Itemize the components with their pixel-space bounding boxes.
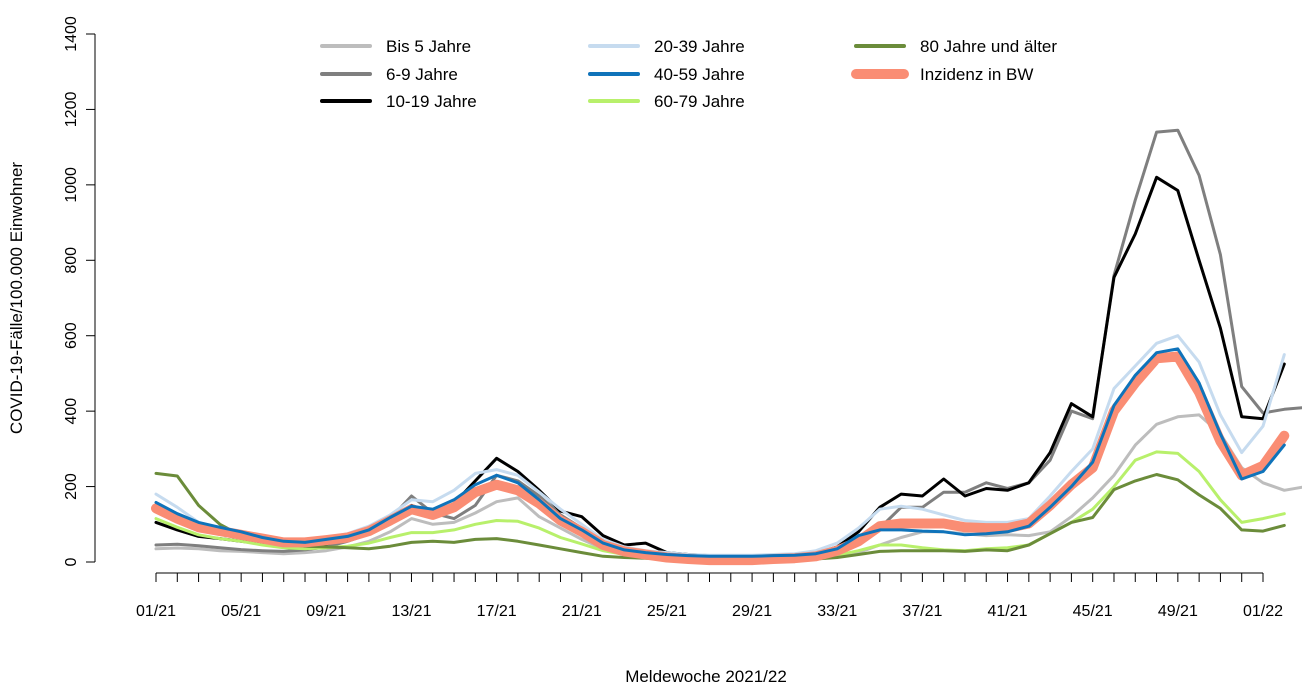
x-tick-label: 33/21 (817, 603, 857, 620)
y-tick-label: 1400 (63, 16, 80, 52)
y-tick-label: 400 (63, 398, 80, 425)
x-axis-title: Meldewoche 2021/22 (625, 667, 787, 686)
y-tick-label: 1000 (63, 167, 80, 203)
legend-label: 80 Jahre und älter (920, 37, 1057, 56)
y-tick-label: 800 (63, 247, 80, 274)
series-line-6-9-jahre (154, 128, 1302, 559)
axes: 0 200 400 600 800 1000 1200 1400 01/21 05/21 09/2… (63, 16, 1283, 620)
series-line-40-59-jahre (154, 347, 1286, 558)
x-tick-label: 29/21 (732, 603, 772, 620)
legend-label: Bis 5 Jahre (386, 37, 471, 56)
x-tick-label: 17/21 (477, 603, 517, 620)
y-axis-title: COVID-19-Fälle/100.000 Einwohner (7, 162, 26, 434)
x-tick-label: 21/21 (562, 603, 602, 620)
legend-label: 60-79 Jahre (654, 92, 745, 111)
x-tick-label: 49/21 (1158, 603, 1198, 620)
x-tick-label: 01/21 (136, 603, 176, 620)
y-tick-label: 600 (63, 322, 80, 349)
legend: Bis 5 Jahre 6-9 Jahre 10-19 Jahre 20-39 Jah… (320, 37, 1057, 111)
x-tick-label: 01/22 (1243, 603, 1283, 620)
y-tick-label: 0 (63, 557, 80, 566)
series-line-20-39-jahre (154, 334, 1286, 557)
x-tick-label: 41/21 (988, 603, 1028, 620)
legend-label: 40-59 Jahre (654, 65, 745, 84)
series-lines (151, 128, 1302, 566)
x-tick-label: 05/21 (221, 603, 261, 620)
y-ticks: 0 200 400 600 800 1000 1200 1400 (63, 16, 95, 566)
x-tick-label: 45/21 (1073, 603, 1113, 620)
x-tick-label: 37/21 (902, 603, 942, 620)
x-tick-label: 13/21 (391, 603, 431, 620)
x-ticks: 01/21 05/21 09/21 13/21 17/21 21/21 25/21 29/21… (136, 573, 1283, 620)
y-tick-label: 200 (63, 473, 80, 500)
legend-label: 6-9 Jahre (386, 65, 458, 84)
legend-label: Inzidenz in BW (920, 65, 1033, 84)
y-tick-label: 1200 (63, 92, 80, 128)
x-tick-label: 09/21 (306, 603, 346, 620)
x-tick-label: 25/21 (647, 603, 687, 620)
legend-label: 20-39 Jahre (654, 37, 745, 56)
legend-label: 10-19 Jahre (386, 92, 477, 111)
series-line-10-19-jahre (154, 175, 1286, 558)
